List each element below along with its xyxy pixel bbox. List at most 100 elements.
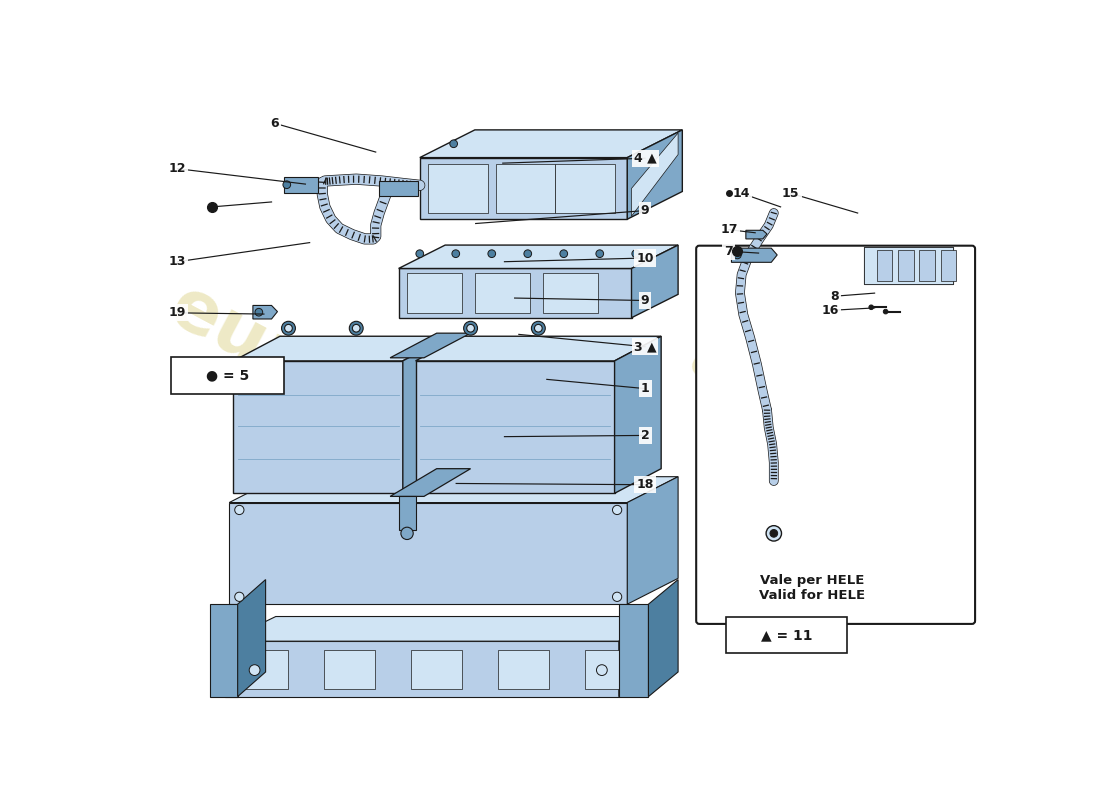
Text: 1: 1	[640, 382, 649, 395]
Circle shape	[596, 665, 607, 675]
Circle shape	[450, 140, 458, 147]
Polygon shape	[746, 230, 767, 239]
Polygon shape	[324, 650, 375, 689]
Text: for parts since 1929: for parts since 1929	[724, 402, 912, 514]
Polygon shape	[284, 178, 318, 193]
Polygon shape	[210, 604, 238, 697]
Text: Vale per HELE
Valid for HELE: Vale per HELE Valid for HELE	[759, 574, 865, 602]
Polygon shape	[398, 245, 678, 269]
Polygon shape	[542, 274, 597, 313]
Polygon shape	[420, 130, 682, 158]
Polygon shape	[379, 181, 418, 196]
Circle shape	[234, 506, 244, 514]
Polygon shape	[224, 617, 670, 641]
Polygon shape	[496, 164, 556, 213]
Text: 4 ▲: 4 ▲	[634, 152, 657, 165]
Circle shape	[531, 322, 546, 335]
Polygon shape	[585, 650, 636, 689]
Text: 18: 18	[637, 478, 653, 491]
Polygon shape	[732, 248, 778, 262]
Text: 10: 10	[636, 251, 653, 265]
Circle shape	[452, 250, 460, 258]
Text: 16: 16	[822, 304, 839, 317]
Polygon shape	[631, 245, 678, 318]
Polygon shape	[556, 164, 615, 213]
Circle shape	[613, 506, 621, 514]
Polygon shape	[398, 496, 416, 530]
Text: 12: 12	[168, 162, 186, 175]
Text: 8: 8	[830, 290, 839, 302]
Polygon shape	[627, 477, 678, 604]
Polygon shape	[233, 336, 450, 361]
Circle shape	[613, 592, 621, 602]
Circle shape	[596, 250, 604, 258]
Polygon shape	[390, 333, 471, 358]
Polygon shape	[420, 158, 627, 219]
Polygon shape	[238, 650, 288, 689]
Text: eurosparses: eurosparses	[157, 271, 631, 567]
Text: for parts since 1929: for parts since 1929	[249, 387, 540, 559]
Polygon shape	[229, 502, 627, 604]
Circle shape	[734, 251, 741, 258]
Polygon shape	[627, 130, 682, 219]
Polygon shape	[619, 617, 670, 697]
FancyBboxPatch shape	[696, 246, 975, 624]
Polygon shape	[411, 650, 462, 689]
Polygon shape	[428, 164, 487, 213]
Polygon shape	[416, 361, 615, 494]
Circle shape	[524, 250, 531, 258]
Text: eurosparses: eurosparses	[681, 341, 955, 513]
Circle shape	[488, 250, 496, 258]
FancyBboxPatch shape	[170, 358, 284, 394]
Polygon shape	[619, 604, 649, 697]
Polygon shape	[416, 336, 661, 361]
Circle shape	[352, 324, 360, 332]
Circle shape	[255, 308, 263, 316]
Text: 2: 2	[640, 429, 649, 442]
Polygon shape	[865, 247, 954, 284]
Circle shape	[631, 250, 639, 258]
Polygon shape	[649, 579, 678, 697]
Polygon shape	[403, 336, 450, 494]
Polygon shape	[407, 274, 462, 313]
Polygon shape	[920, 250, 935, 281]
Polygon shape	[224, 641, 619, 697]
Circle shape	[285, 324, 293, 332]
Polygon shape	[877, 250, 892, 281]
Polygon shape	[940, 250, 956, 281]
Text: 19: 19	[168, 306, 186, 319]
Circle shape	[250, 665, 260, 675]
Polygon shape	[475, 274, 530, 313]
Text: 14: 14	[733, 187, 750, 200]
Circle shape	[282, 322, 296, 335]
Text: 15: 15	[782, 187, 800, 200]
Circle shape	[560, 250, 568, 258]
Text: 9: 9	[640, 294, 649, 307]
Text: 6: 6	[270, 117, 278, 130]
Polygon shape	[233, 361, 403, 494]
Circle shape	[350, 322, 363, 335]
Circle shape	[283, 181, 290, 189]
Polygon shape	[253, 306, 277, 319]
Polygon shape	[398, 269, 631, 318]
Circle shape	[883, 310, 888, 314]
Text: ▲ = 11: ▲ = 11	[761, 628, 812, 642]
Circle shape	[400, 527, 414, 539]
Text: 7: 7	[725, 245, 734, 258]
Circle shape	[869, 305, 873, 310]
Polygon shape	[390, 469, 471, 496]
FancyBboxPatch shape	[726, 617, 847, 653]
Circle shape	[466, 324, 474, 332]
Text: ● = 5: ● = 5	[206, 369, 249, 382]
Text: 3 ▲: 3 ▲	[634, 340, 657, 354]
Text: 13: 13	[168, 255, 186, 268]
Circle shape	[766, 526, 781, 541]
Polygon shape	[615, 336, 661, 494]
Text: 17: 17	[720, 223, 738, 236]
Circle shape	[535, 324, 542, 332]
Circle shape	[770, 530, 778, 538]
Polygon shape	[631, 133, 678, 216]
Polygon shape	[238, 579, 265, 697]
Circle shape	[234, 592, 244, 602]
Text: 9: 9	[640, 204, 649, 217]
